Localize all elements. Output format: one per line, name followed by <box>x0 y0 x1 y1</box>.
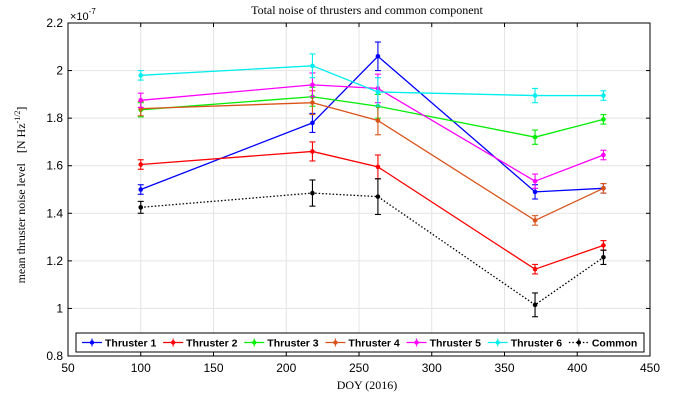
axis-ticks: 50 100 150 200 250 300 350 400 450 0.8 1 1.2 1.4 1.6 1… <box>46 16 660 375</box>
y-axis-label: mean thruster noise level [N Hz-1/2] <box>13 107 28 284</box>
data-point <box>532 189 538 195</box>
series-layer <box>137 41 607 318</box>
series-thruster-6 <box>137 53 607 107</box>
series-thruster-1 <box>137 41 607 200</box>
legend-marker <box>170 340 176 345</box>
series-common <box>137 178 607 318</box>
data-point <box>601 152 606 158</box>
data-point <box>532 266 538 272</box>
y-axis-label-text: mean thruster noise level <box>14 162 28 283</box>
y-tick-label: 1.6 <box>46 159 63 173</box>
legend-label: Thruster 2 <box>186 338 238 350</box>
series-line <box>140 192 604 306</box>
data-point <box>532 302 538 308</box>
legend-label: Thruster 1 <box>105 338 157 350</box>
data-point <box>310 190 315 196</box>
series-line <box>140 102 604 222</box>
data-point <box>532 218 538 223</box>
data-point <box>375 89 381 95</box>
legend-label: Thruster 3 <box>267 338 319 350</box>
data-point <box>375 164 381 170</box>
legend-label: Thruster 6 <box>511 338 563 350</box>
data-point <box>138 205 144 210</box>
y-exponent-power: -7 <box>89 7 97 16</box>
y-tick-label: 1.4 <box>46 206 63 220</box>
legend-label: Thruster 4 <box>348 338 400 350</box>
data-point <box>310 120 315 126</box>
series-line <box>140 55 604 193</box>
y-tick-label: 1 <box>56 301 63 315</box>
series-thruster-4 <box>137 90 607 226</box>
series-line <box>140 84 604 182</box>
data-point <box>532 93 538 98</box>
data-point <box>601 254 606 260</box>
y-tick-label: 1.8 <box>46 111 63 125</box>
data-point <box>601 243 606 248</box>
legend-marker <box>89 340 95 345</box>
data-point <box>310 82 315 88</box>
legend-label: Common <box>592 338 638 350</box>
data-point <box>375 194 381 199</box>
y-tick-label: 1.2 <box>46 254 63 268</box>
y-tick-label: 2.2 <box>46 16 63 30</box>
x-tick-label: 200 <box>276 361 296 375</box>
chart-title: Total noise of thrusters and common comp… <box>251 3 483 17</box>
y-tick-label: 2 <box>56 64 63 78</box>
data-point <box>375 118 381 123</box>
x-tick-label: 450 <box>640 361 660 375</box>
x-tick-label: 350 <box>494 361 514 375</box>
grid <box>67 22 651 357</box>
y-tick-label: 0.8 <box>46 349 63 363</box>
y-exponent-base: ×10 <box>70 11 89 23</box>
legend-box <box>75 332 645 353</box>
y-axis-unit: [N Hz <box>14 123 28 153</box>
legend-marker <box>576 340 582 345</box>
data-point <box>601 117 606 122</box>
data-point <box>375 54 381 59</box>
x-tick-label: 150 <box>203 361 223 375</box>
data-point <box>310 149 315 154</box>
x-tick-label: 100 <box>131 361 151 375</box>
x-tick-label: 300 <box>422 361 442 375</box>
x-axis-label: DOY (2016) <box>337 378 398 392</box>
data-point <box>310 100 315 105</box>
legend-marker <box>495 340 500 345</box>
data-point <box>532 134 538 140</box>
x-tick-label: 50 <box>61 361 75 375</box>
legend-marker <box>252 340 257 345</box>
data-point <box>601 93 606 98</box>
data-point <box>138 162 144 167</box>
data-point <box>601 186 606 191</box>
x-tick-label: 400 <box>567 361 587 375</box>
legend-marker <box>414 340 419 345</box>
legend-marker <box>333 340 338 345</box>
y-axis-unit-close: ] <box>14 107 28 111</box>
y-axis-unit-exponent: -1/2 <box>13 111 22 124</box>
data-point <box>138 187 144 192</box>
data-point <box>138 73 144 78</box>
series-thruster-2 <box>137 141 607 275</box>
y-axis-exponent: ×10-7 <box>70 7 96 23</box>
data-point <box>532 178 538 184</box>
legend: Thruster 1 Thruster 2 Thruster 3 Thruster 4… <box>75 332 645 353</box>
data-point <box>138 98 144 103</box>
legend-label: Thruster 5 <box>430 338 482 350</box>
data-point <box>310 63 315 69</box>
series-line <box>140 150 604 270</box>
x-tick-label: 250 <box>349 361 369 375</box>
